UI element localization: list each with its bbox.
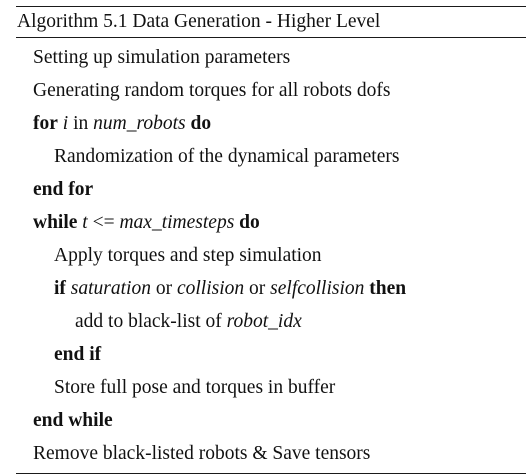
algorithm-body: Setting up simulation parameters Generati… [16,38,526,473]
keyword: do [190,113,212,134]
math-variable: robot_idx [226,311,302,332]
math-variable: max_timesteps [119,212,235,233]
line-text: or [150,278,177,299]
line-text: in [68,113,94,134]
line-text: Remove black-listed robots & Save tensor… [33,443,371,464]
math-variable: num_robots [93,113,186,134]
math-variable: i [62,113,69,134]
algorithm-caption: Algorithm 5.1 Data Generation - Higher L… [17,11,381,32]
algorithm-line: while t <= max_timesteps do [16,206,526,239]
line-text: add to black-list of [75,311,227,332]
top-rule [16,6,526,7]
caption-rule [16,37,526,38]
algorithm-line: end while [16,404,526,437]
algorithm-line: for i in num_robots do [16,107,526,140]
line-text: Setting up simulation parameters [33,47,291,68]
math-variable: t [82,212,88,233]
line-text: Store full pose and torques in buffer [54,377,336,398]
algorithm-line: Store full pose and torques in buffer [16,371,526,404]
keyword: end for [33,179,94,200]
line-text: Generating random torques for all robots… [33,80,391,101]
line-text: Apply torques and step simulation [54,245,322,266]
algorithm-line: Apply torques and step simulation [16,239,526,272]
math-variable: collision [176,278,245,299]
keyword: end while [33,410,113,431]
keyword: if [54,278,66,299]
line-text: <= [87,212,120,233]
algorithm-line: Generating random torques for all robots… [16,74,526,107]
algorithm-line: end for [16,173,526,206]
algorithm-line: if saturation or collision or selfcollis… [16,272,526,305]
algorithm-line: add to black-list of robot_idx [16,305,526,338]
keyword: end if [54,344,102,365]
line-text: Randomization of the dynamical parameter… [54,146,400,167]
algorithm-line: Remove black-listed robots & Save tensor… [16,437,526,470]
keyword: then [369,278,407,299]
algorithm-block: Algorithm 5.1 Data Generation - Higher L… [16,6,526,474]
line-text: or [244,278,271,299]
algorithm-line: Randomization of the dynamical parameter… [16,140,526,173]
keyword: for [33,113,58,134]
math-variable: saturation [70,278,151,299]
keyword: while [33,212,78,233]
algorithm-line: Setting up simulation parameters [16,41,526,74]
keyword: do [239,212,260,233]
math-variable: selfcollision [270,278,365,299]
algorithm-line: end if [16,338,526,371]
